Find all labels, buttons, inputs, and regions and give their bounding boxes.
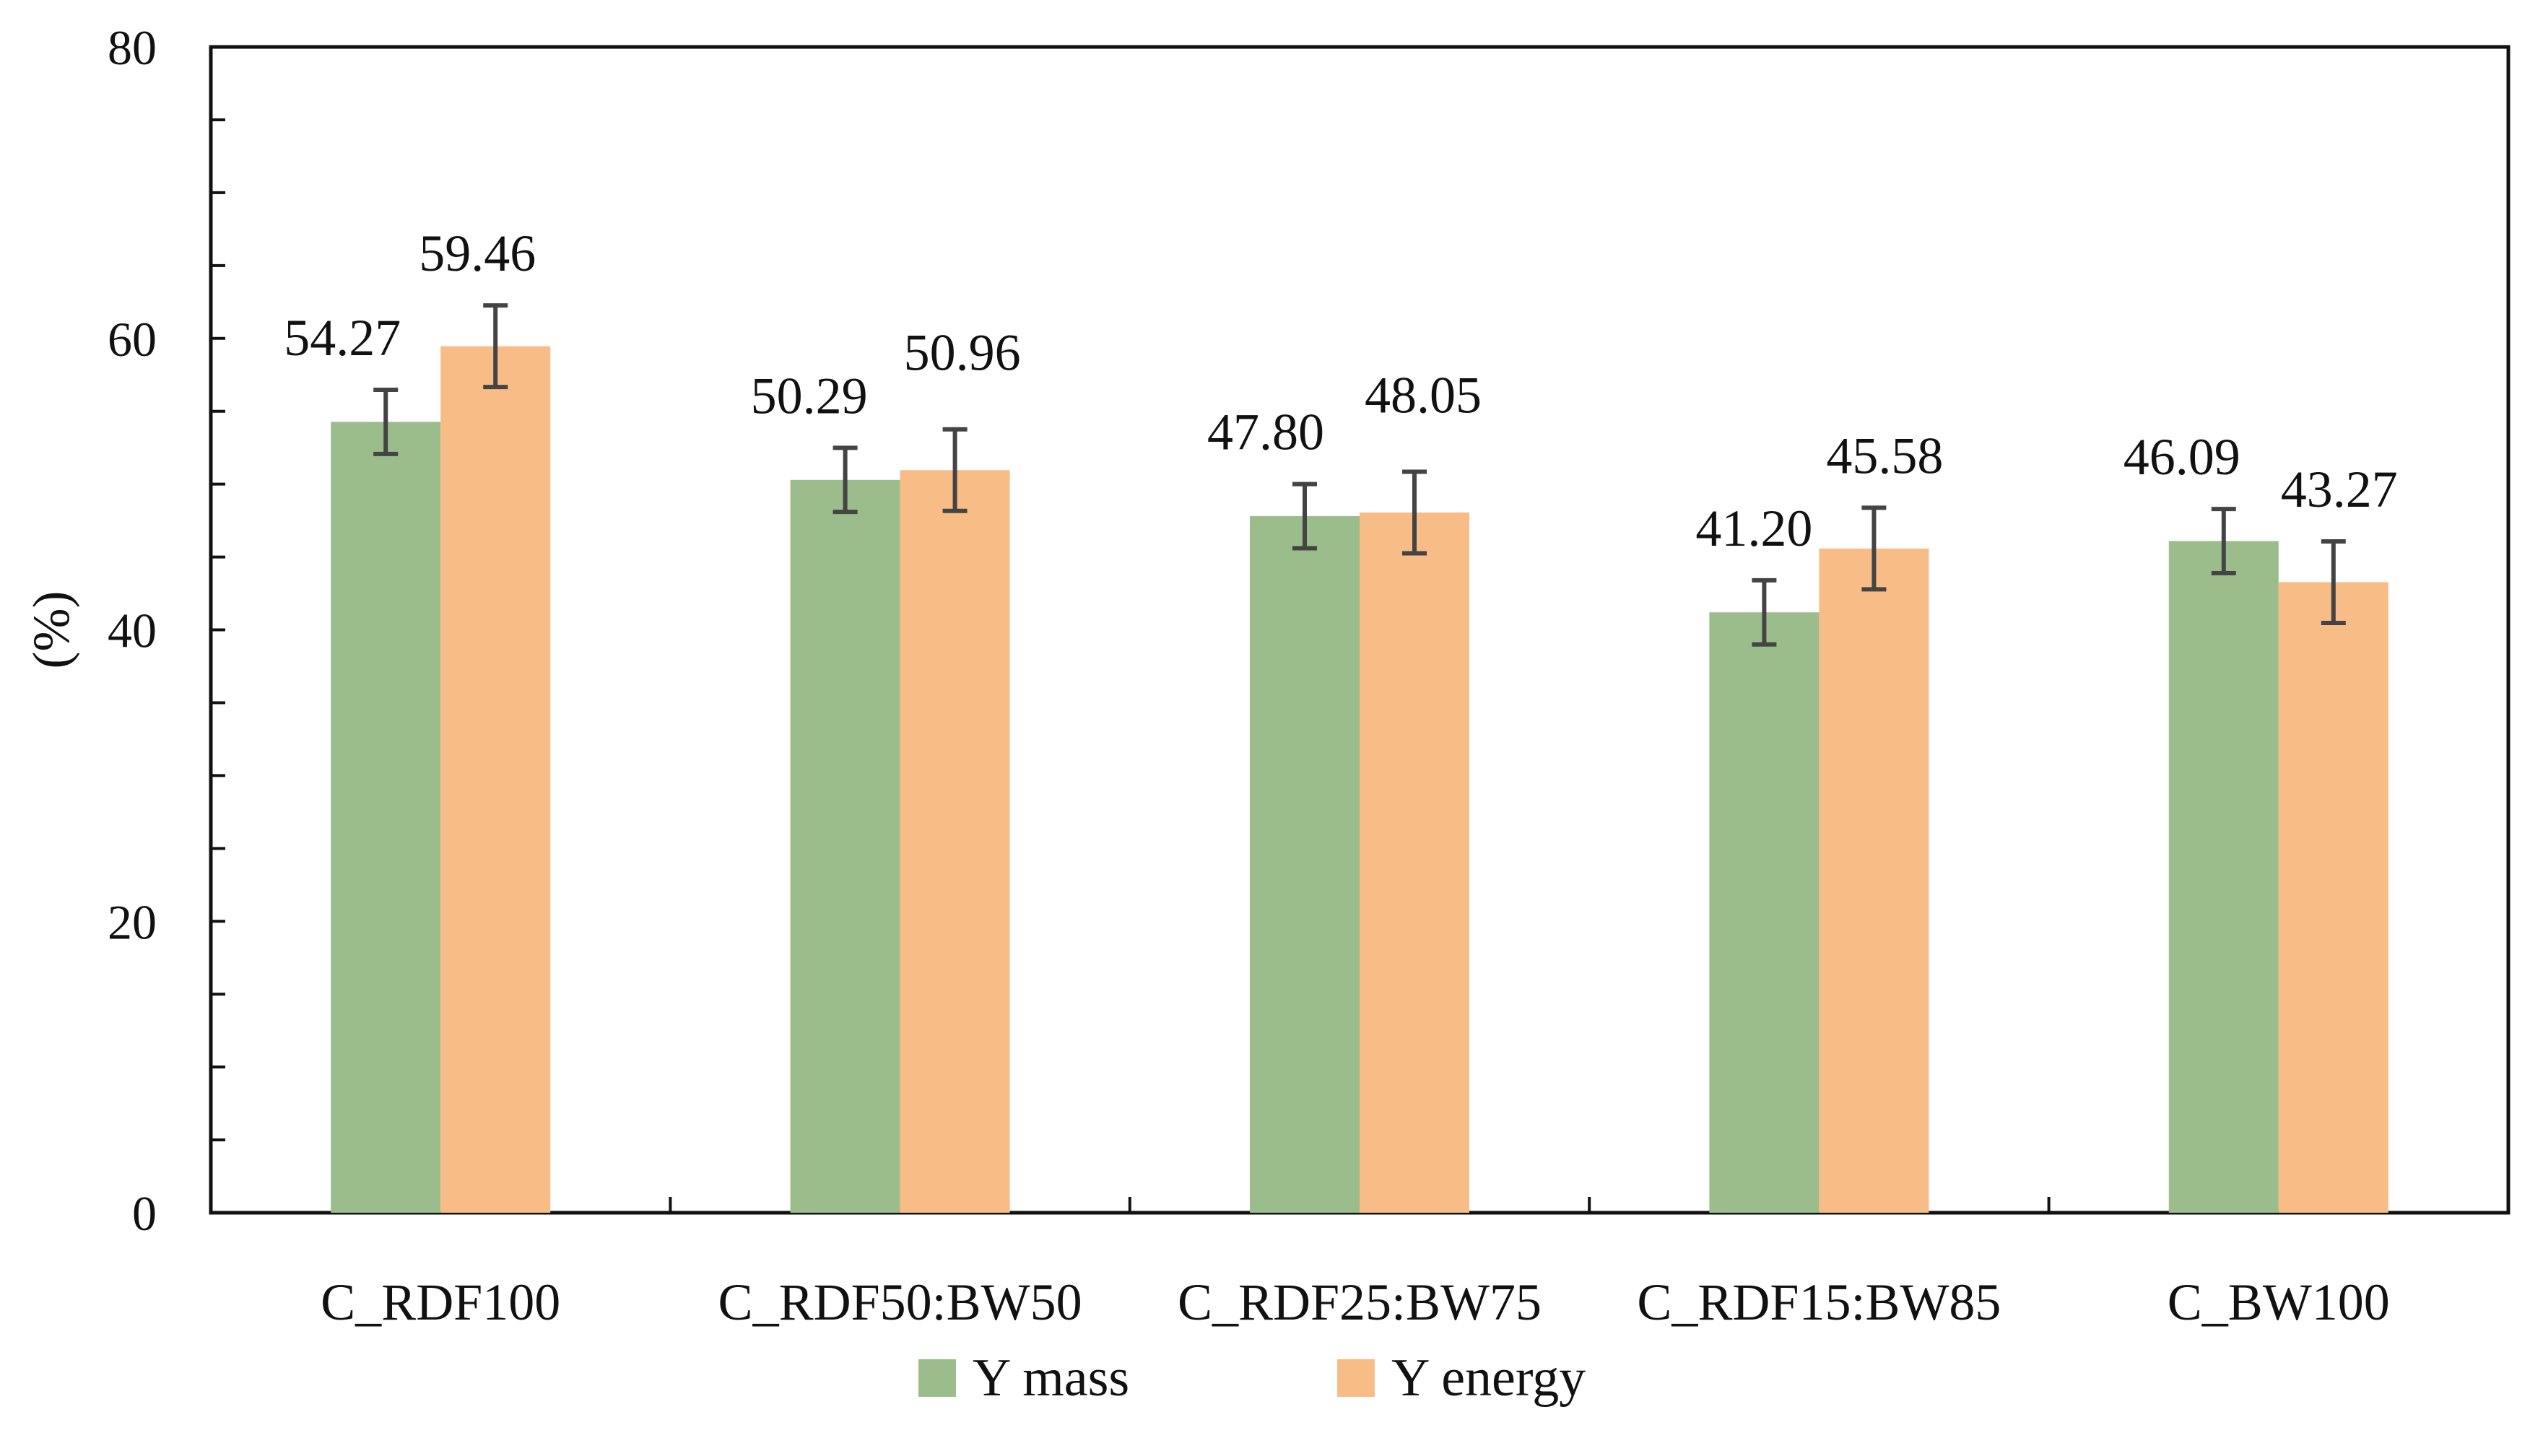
bar — [1819, 548, 1929, 1213]
y-tick-label: 0 — [132, 1186, 157, 1241]
y-tick-label: 60 — [108, 312, 157, 367]
bar — [1360, 512, 1469, 1213]
data-label: 48.05 — [1365, 366, 1482, 424]
bar — [1250, 516, 1360, 1213]
bars-layer — [331, 346, 2388, 1213]
bar — [790, 479, 900, 1213]
y-tick-label: 40 — [108, 603, 157, 658]
legend-swatch — [918, 1359, 956, 1397]
legend-label: Y mass — [973, 1348, 1129, 1408]
y-tick-label: 80 — [108, 20, 157, 75]
data-label: 45.58 — [1826, 427, 1943, 484]
bar — [2168, 541, 2279, 1213]
data-label: 43.27 — [2281, 461, 2398, 518]
legend: Y mass Y energy — [918, 1348, 1586, 1408]
data-label: 50.96 — [904, 324, 1021, 382]
legend-swatch — [1337, 1359, 1375, 1397]
bar — [331, 422, 441, 1213]
y-tick-label: 20 — [108, 894, 157, 949]
y-axis-title: (%) — [22, 591, 80, 669]
x-tick-label: C_RDF25:BW75 — [1178, 1273, 1542, 1331]
x-tick-label: C_RDF100 — [321, 1273, 560, 1331]
data-labels-layer: 54.27 59.46 50.29 50.96 47.80 48.05 41.2045.58… — [284, 224, 2398, 557]
x-tick-label: C_BW100 — [2168, 1273, 2390, 1331]
data-label: 41.20 — [1695, 500, 1812, 557]
legend-label: Y energy — [1391, 1348, 1586, 1408]
x-tick-label: C_RDF15:BW85 — [1637, 1273, 2001, 1331]
bar — [440, 346, 551, 1213]
data-label: 50.29 — [751, 367, 868, 424]
bar — [900, 470, 1010, 1213]
error-bars-layer — [373, 303, 2346, 647]
data-label: 54.27 — [284, 309, 401, 367]
bar — [2278, 582, 2388, 1213]
data-label: 46.09 — [2123, 428, 2240, 486]
bar — [1709, 612, 1820, 1213]
data-label: 59.46 — [419, 224, 536, 282]
data-label: 47.80 — [1207, 404, 1324, 461]
x-tick-label: C_RDF50:BW50 — [718, 1273, 1082, 1331]
